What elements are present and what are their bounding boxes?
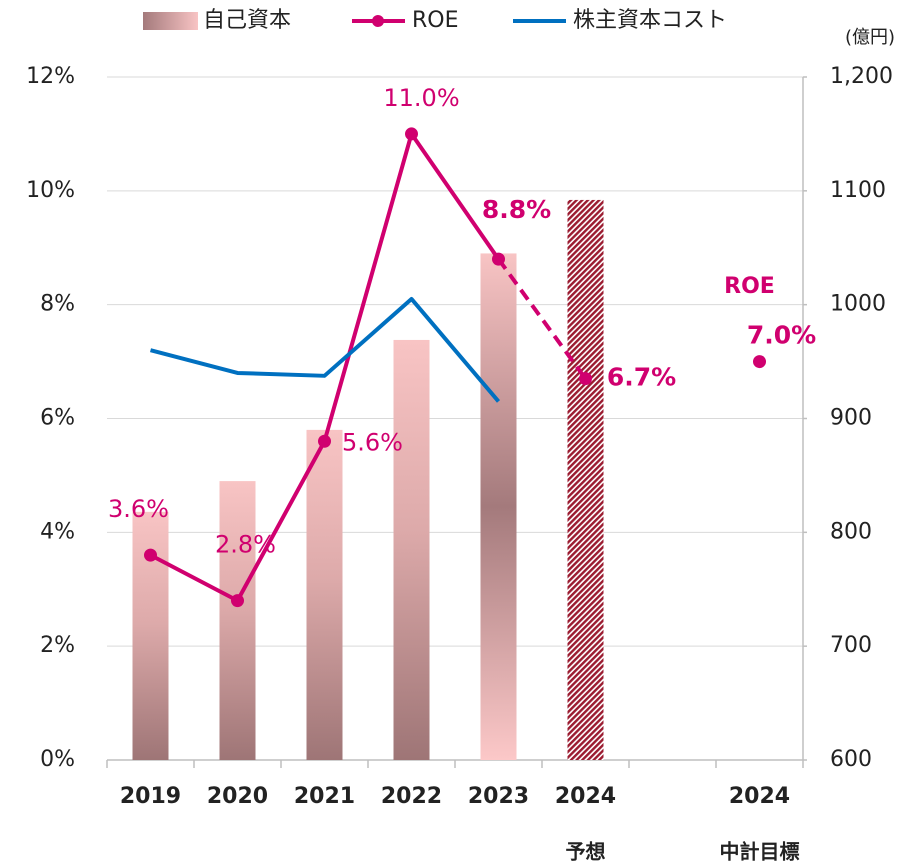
x-tick-label: 2020 (207, 784, 268, 809)
data-label: 8.8% (482, 195, 551, 224)
y2-tick-label: 800 (830, 519, 872, 544)
y-tick-label: 8% (40, 292, 75, 317)
y2-unit: (億円) (845, 27, 895, 48)
y-tick-label: 0% (40, 747, 75, 772)
x-tick-label: 2021 (294, 784, 355, 809)
legend-label: 株主資本コスト (573, 8, 727, 33)
y-tick-label: 12% (26, 64, 75, 89)
data-label: 2.8% (215, 531, 276, 559)
legend-dot (372, 15, 384, 27)
y-tick-label: 4% (40, 519, 75, 544)
x-tick-label: 2024 (555, 784, 616, 809)
data-label: 6.7% (607, 363, 676, 392)
line-point (144, 548, 157, 562)
line-point (492, 252, 505, 266)
legend-swatch (143, 12, 198, 30)
data-label: 7.0% (747, 321, 816, 350)
annotation: ROE (724, 274, 775, 299)
line-point (753, 355, 766, 369)
data-label: 11.0% (383, 84, 459, 112)
x-tick-label: 2024 (729, 784, 790, 809)
x-tick-note: 中計目標 (720, 840, 800, 864)
y2-tick-label: 1,200 (830, 64, 893, 89)
y2-tick-label: 900 (830, 406, 872, 431)
bar (306, 429, 343, 760)
line-point (318, 434, 331, 448)
y-tick-label: 6% (40, 406, 75, 431)
y2-tick-label: 1100 (830, 178, 886, 203)
line-forecast (496, 257, 588, 380)
line-point (231, 594, 244, 608)
y-tick-label: 2% (40, 633, 75, 658)
x-tick-note: 予想 (566, 840, 606, 864)
bar (480, 253, 517, 761)
line-point (405, 127, 418, 141)
y2-tick-label: 1000 (830, 292, 886, 317)
data-label: 3.6% (108, 495, 169, 523)
bar (567, 199, 604, 760)
y-tick-label: 10% (26, 178, 75, 203)
y2-tick-label: 700 (830, 633, 872, 658)
x-tick-label: 2019 (120, 784, 181, 809)
line (149, 296, 501, 403)
x-tick-label: 2023 (468, 784, 529, 809)
line-point (579, 372, 592, 386)
x-tick-label: 2022 (381, 784, 442, 809)
y2-tick-label: 600 (830, 747, 872, 772)
bar (393, 339, 430, 760)
data-label: 5.6% (342, 428, 403, 456)
legend-label: ROE (412, 8, 459, 33)
bar (219, 481, 256, 760)
legend-label: 自己資本 (203, 8, 291, 33)
